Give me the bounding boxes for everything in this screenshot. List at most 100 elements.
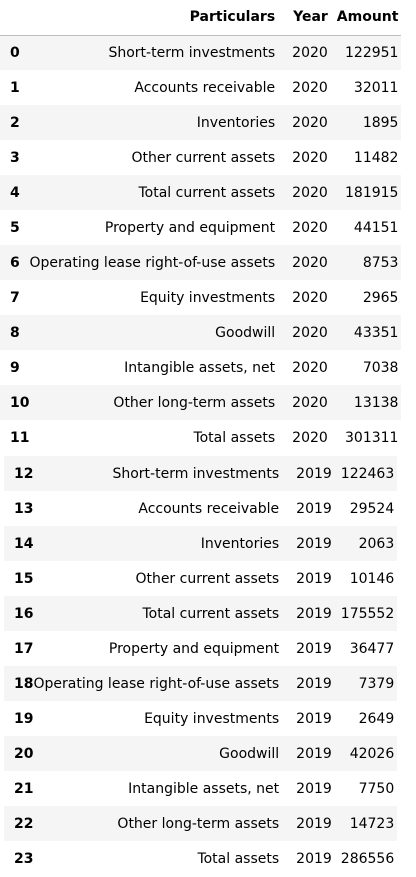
cell-particulars: Goodwill — [219, 745, 280, 762]
cell-particulars: Short-term investments — [112, 465, 280, 482]
row-index: 3 — [10, 149, 20, 166]
cell-particulars: Other current assets — [131, 149, 276, 166]
row-index: 0 — [10, 44, 20, 61]
row-index: 20 — [14, 745, 34, 762]
cell-particulars: Accounts receivable — [138, 500, 280, 517]
table-row: 10 Other long-term assets 2020 13138 — [0, 385, 402, 420]
cell-amount: 2649 — [358, 710, 395, 727]
table-header: Particulars Year Amount — [0, 0, 402, 36]
cell-amount: 8753 — [362, 254, 399, 271]
dataframe-table: 12 Short-term investments 2019 122463 13 Acco… — [4, 456, 398, 876]
cell-amount: 7750 — [358, 780, 395, 797]
cell-particulars: Goodwill — [215, 324, 276, 341]
cell-amount: 11482 — [353, 149, 399, 166]
cell-amount: 36477 — [349, 640, 395, 657]
table-row: 20 Goodwill 2019 42026 — [4, 736, 398, 771]
cell-particulars: Inventories — [196, 114, 276, 131]
table-row: 2 Inventories 2020 1895 — [0, 105, 402, 140]
cell-amount: 32011 — [353, 79, 399, 96]
cell-amount: 29524 — [349, 500, 395, 517]
row-index: 14 — [14, 535, 34, 552]
table-row: 4 Total current assets 2020 181915 — [0, 175, 402, 210]
cell-amount: 2965 — [362, 289, 399, 306]
row-index: 11 — [10, 429, 30, 446]
cell-particulars: Total assets — [193, 429, 276, 446]
header-index — [0, 0, 30, 36]
cell-particulars: Property and equipment — [104, 219, 276, 236]
table-row: 13 Accounts receivable 2019 29524 — [4, 491, 398, 526]
row-index: 10 — [10, 394, 30, 411]
cell-year: 2019 — [296, 780, 332, 797]
cell-amount: 175552 — [340, 605, 395, 622]
cell-amount: 13138 — [353, 394, 399, 411]
row-index: 22 — [14, 815, 34, 832]
cell-year: 2019 — [296, 640, 332, 657]
cell-year: 2019 — [296, 745, 332, 762]
cell-particulars: Intangible assets, net — [124, 359, 276, 376]
cell-year: 2019 — [296, 605, 332, 622]
cell-year: 2019 — [296, 850, 332, 867]
table-body: 12 Short-term investments 2019 122463 13 Acco… — [4, 456, 398, 876]
cell-amount: 43351 — [353, 324, 399, 341]
table-row: 3 Other current assets 2020 11482 — [0, 140, 402, 175]
dataframe-table-top: Particulars Year Amount 0 Short-term inve… — [0, 0, 402, 455]
table-row: 21 Intangible assets, net 2019 7750 — [4, 771, 398, 806]
table-row: 17 Property and equipment 2019 36477 — [4, 631, 398, 666]
cell-amount: 44151 — [353, 219, 399, 236]
header-particulars: Particulars — [29, 0, 293, 36]
cell-year: 2020 — [292, 324, 328, 341]
table-row: 5 Property and equipment 2020 44151 — [0, 210, 402, 245]
table-row: 0 Short-term investments 2020 122951 — [0, 35, 402, 70]
cell-year: 2020 — [292, 254, 328, 271]
table-row: 16 Total current assets 2019 175552 — [4, 596, 398, 631]
row-index: 23 — [14, 850, 34, 867]
cell-amount: 122951 — [345, 44, 399, 61]
cell-particulars: Other current assets — [135, 570, 280, 587]
cell-particulars: Equity investments — [140, 289, 276, 306]
cell-particulars: Property and equipment — [108, 640, 280, 657]
table-row: 18 Operating lease right-of-use assets 201… — [4, 666, 398, 701]
table-row: 11 Total assets 2020 301311 — [0, 420, 402, 455]
cell-amount: 10146 — [349, 570, 395, 587]
cell-year: 2020 — [292, 429, 328, 446]
cell-amount: 14723 — [349, 815, 395, 832]
row-index: 9 — [10, 359, 20, 376]
cell-particulars: Operating lease right-of-use assets — [29, 254, 276, 271]
cell-year: 2020 — [292, 44, 328, 61]
row-index: 6 — [10, 254, 20, 271]
table-body: 0 Short-term investments 2020 122951 1 Accoun… — [0, 35, 402, 455]
cell-year: 2020 — [292, 79, 328, 96]
cell-particulars: Equity investments — [144, 710, 280, 727]
cell-year: 2019 — [296, 465, 332, 482]
table-row: 23 Total assets 2019 286556 — [4, 841, 398, 876]
cell-year: 2020 — [292, 114, 328, 131]
cell-amount: 301311 — [345, 429, 399, 446]
row-index: 7 — [10, 289, 20, 306]
dataframe-table-bottom: 12 Short-term investments 2019 122463 13 Acco… — [4, 456, 416, 876]
table-row: 9 Intangible assets, net 2020 7038 — [0, 350, 402, 385]
row-index: 18 — [14, 675, 34, 692]
cell-year: 2020 — [292, 359, 328, 376]
cell-year: 2020 — [292, 219, 328, 236]
cell-year: 2020 — [292, 289, 328, 306]
cell-year: 2019 — [296, 815, 332, 832]
cell-particulars: Other long-term assets — [117, 815, 280, 832]
header-amount: Amount — [336, 0, 402, 36]
cell-particulars: Short-term investments — [108, 44, 276, 61]
cell-year: 2019 — [296, 535, 332, 552]
cell-particulars: Total current assets — [138, 184, 276, 201]
cell-amount: 2063 — [358, 535, 395, 552]
cell-year: 2019 — [296, 570, 332, 587]
cell-amount: 7038 — [362, 359, 399, 376]
row-index: 15 — [14, 570, 34, 587]
table-row: 7 Equity investments 2020 2965 — [0, 280, 402, 315]
cell-year: 2019 — [296, 710, 332, 727]
table-row: 12 Short-term investments 2019 122463 — [4, 456, 398, 491]
row-index: 12 — [14, 465, 34, 482]
cell-particulars: Intangible assets, net — [128, 780, 280, 797]
row-index: 13 — [14, 500, 34, 517]
row-index: 4 — [10, 184, 20, 201]
table-row: 19 Equity investments 2019 2649 — [4, 701, 398, 736]
cell-amount: 1895 — [362, 114, 399, 131]
row-index: 19 — [14, 710, 34, 727]
